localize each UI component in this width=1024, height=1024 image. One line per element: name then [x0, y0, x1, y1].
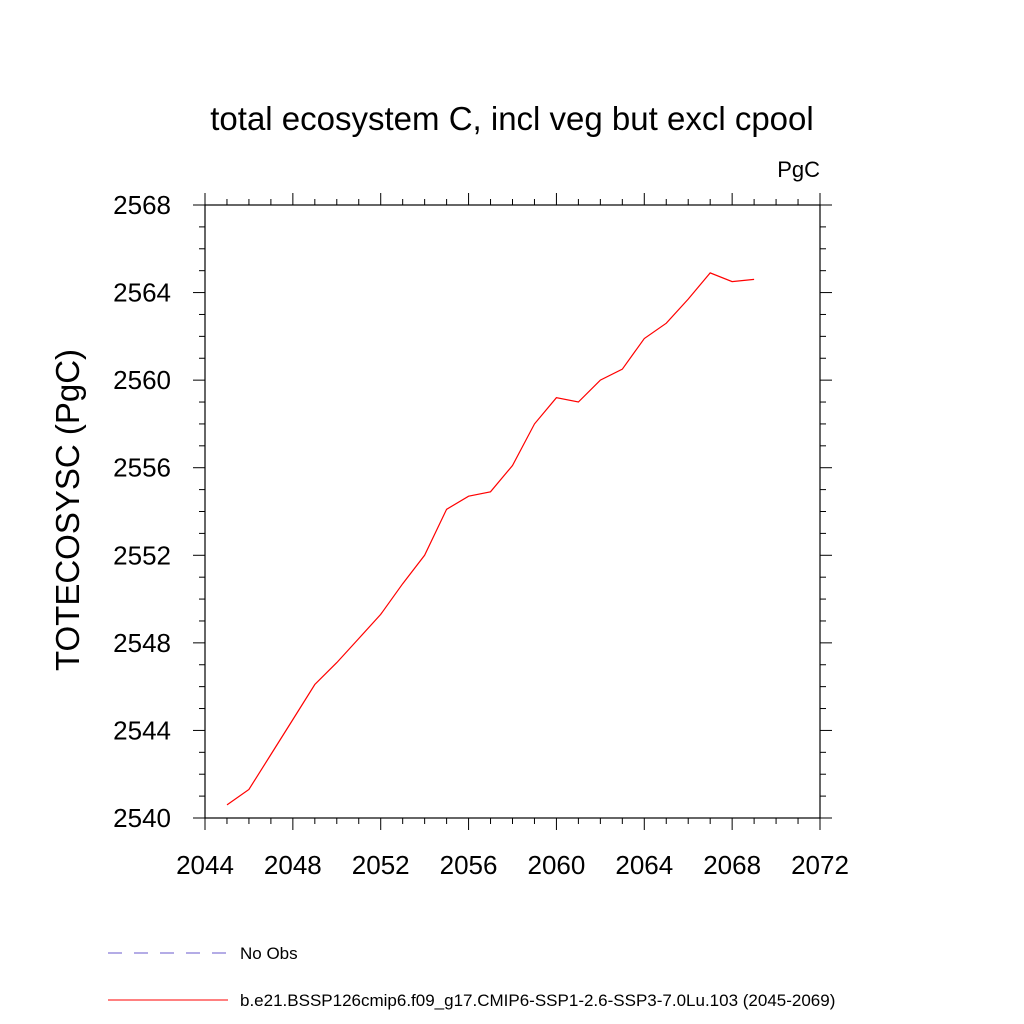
axis-tick-labels: 2044 2048 2052 2056 2060 2064 2068 2072 2540 2544…: [113, 190, 849, 880]
legend-label: No Obs: [240, 944, 298, 963]
x-tick-label: 2072: [791, 850, 849, 880]
y-tick-label: 2548: [113, 628, 171, 658]
plot-frame: [204, 204, 821, 819]
y-tick-label: 2552: [113, 540, 171, 570]
y-tick-label: 2568: [113, 190, 171, 220]
legend-label: b.e21.BSSP126cmip6.f09_g17.CMIP6-SSP1-2.…: [240, 991, 835, 1010]
x-tick-label: 2044: [176, 850, 234, 880]
units-label: PgC: [777, 157, 820, 182]
series-line: [226, 272, 755, 806]
x-tick-label: 2052: [352, 850, 410, 880]
legend: No Obs b.e21.BSSP126cmip6.f09_g17.CMIP6-S…: [108, 944, 835, 1010]
y-tick-label: 2564: [113, 278, 171, 308]
y-tick-label: 2556: [113, 453, 171, 483]
chart-title: total ecosystem C, incl veg but excl cpo…: [210, 100, 814, 137]
y-tick-label: 2540: [113, 803, 171, 833]
x-tick-label: 2048: [264, 850, 322, 880]
y-tick-label: 2560: [113, 365, 171, 395]
x-tick-label: 2064: [615, 850, 673, 880]
x-tick-label: 2068: [703, 850, 761, 880]
series-layer: [226, 272, 755, 806]
x-tick-label: 2060: [528, 850, 586, 880]
x-tick-label: 2056: [440, 850, 498, 880]
y-tick-label: 2544: [113, 715, 171, 745]
axis-ticks: [193, 193, 832, 830]
